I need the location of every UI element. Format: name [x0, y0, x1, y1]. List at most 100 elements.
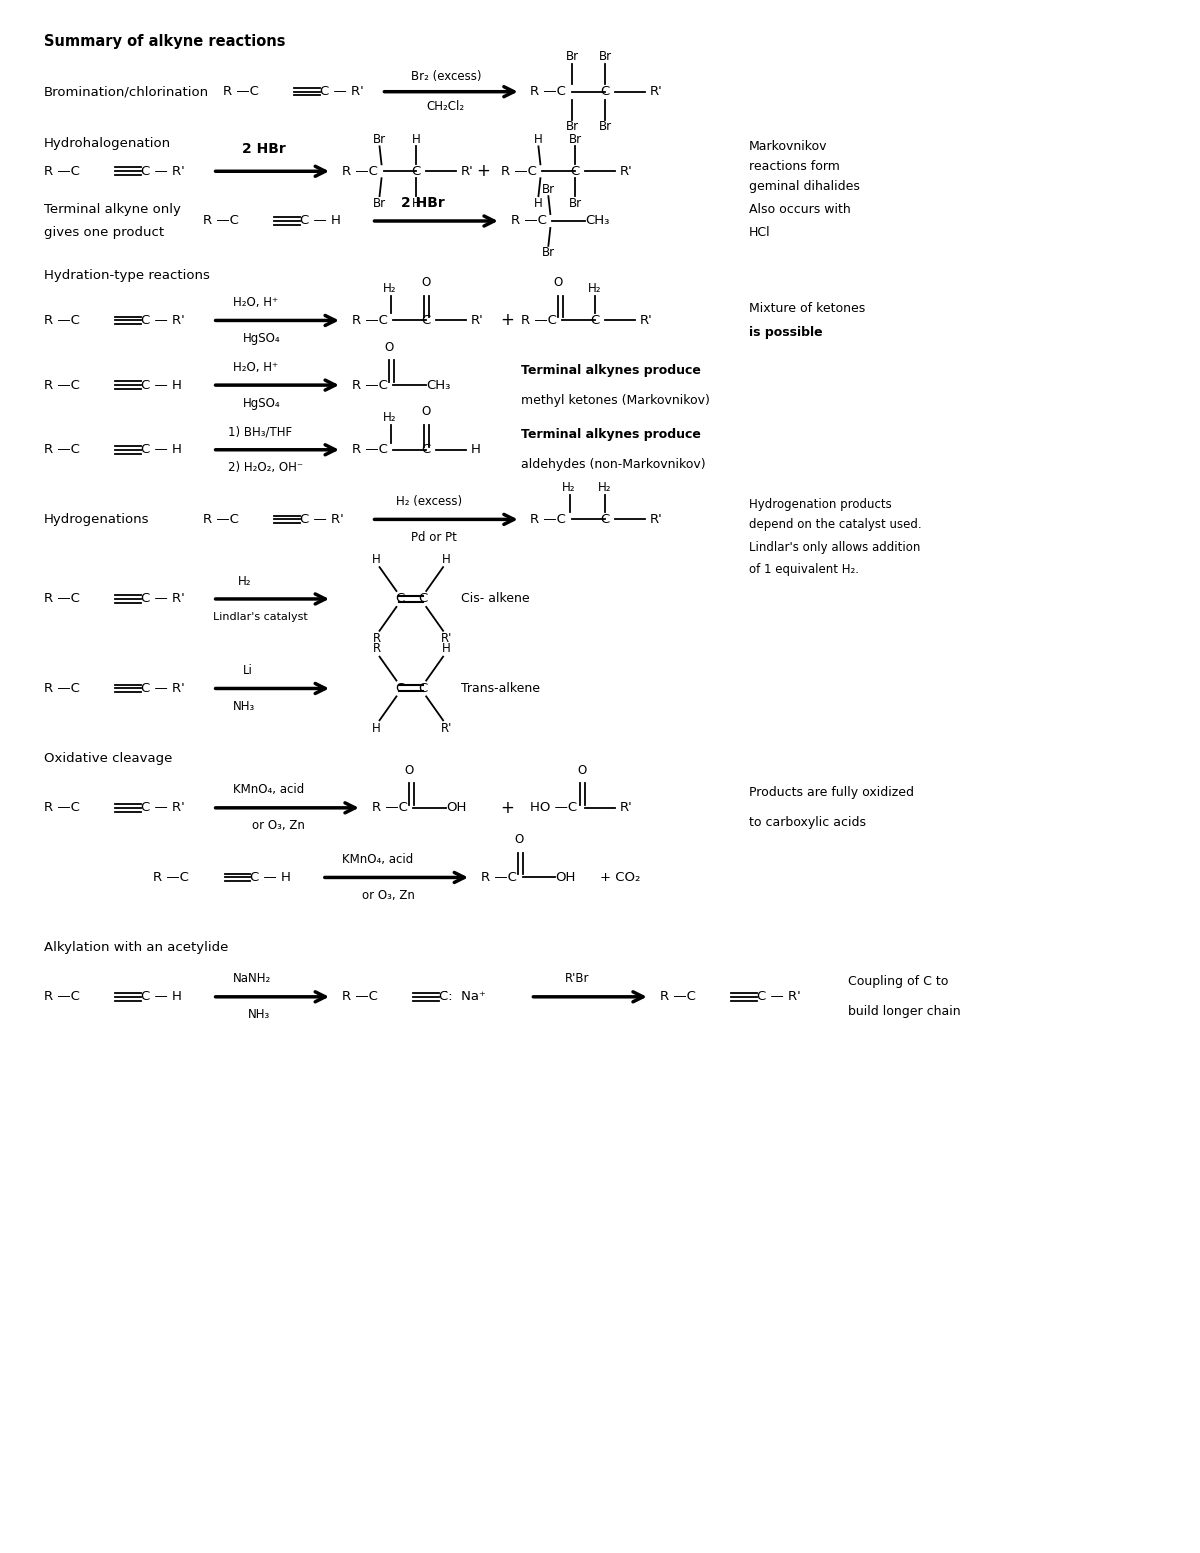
Text: HgSO₄: HgSO₄: [242, 332, 280, 345]
Text: R —C: R —C: [372, 801, 408, 814]
Text: to carboxylic acids: to carboxylic acids: [749, 817, 866, 829]
Text: C̄:  Na⁺: C̄: Na⁺: [439, 991, 486, 1003]
Text: H: H: [442, 553, 450, 565]
Text: O: O: [553, 276, 563, 289]
Text: C: C: [419, 592, 428, 606]
Text: O: O: [385, 340, 394, 354]
Text: Terminal alkynes produce: Terminal alkynes produce: [521, 429, 701, 441]
Text: reactions form: reactions form: [749, 160, 840, 172]
Text: Br: Br: [565, 50, 578, 64]
Text: H: H: [372, 722, 380, 735]
Text: C: C: [395, 592, 404, 606]
Text: R'Br: R'Br: [565, 972, 589, 986]
Text: R —C: R —C: [342, 991, 378, 1003]
Text: C — R': C — R': [142, 165, 185, 177]
Text: HO —C: HO —C: [530, 801, 577, 814]
Text: Br: Br: [569, 197, 582, 210]
Text: NaNH₂: NaNH₂: [233, 972, 271, 986]
Text: C — H: C — H: [142, 379, 182, 391]
Text: R —C: R —C: [223, 85, 258, 98]
Text: Br: Br: [599, 50, 612, 64]
Text: 2 HBr: 2 HBr: [401, 196, 445, 210]
Text: O: O: [514, 832, 523, 846]
Text: R —C: R —C: [44, 991, 79, 1003]
Text: KMnO₄, acid: KMnO₄, acid: [233, 783, 304, 797]
Text: C: C: [421, 443, 431, 457]
Text: H: H: [442, 643, 450, 655]
Text: R —C: R —C: [500, 165, 536, 177]
Text: R —C: R —C: [154, 871, 188, 884]
Text: R: R: [372, 643, 380, 655]
Text: C: C: [419, 682, 428, 696]
Text: Br: Br: [541, 183, 554, 196]
Text: OH: OH: [446, 801, 467, 814]
Text: depend on the catalyst used.: depend on the catalyst used.: [749, 517, 922, 531]
Text: methyl ketones (Markovnikov): methyl ketones (Markovnikov): [521, 393, 709, 407]
Text: R': R': [649, 85, 662, 98]
Text: Li: Li: [242, 665, 252, 677]
Text: R —C: R —C: [342, 165, 378, 177]
Text: Pd or Pt: Pd or Pt: [412, 531, 457, 544]
Text: Bromination/chlorination: Bromination/chlorination: [44, 85, 209, 98]
Text: R —C: R —C: [511, 214, 546, 227]
Text: build longer chain: build longer chain: [848, 1005, 961, 1019]
Text: R —C: R —C: [44, 801, 79, 814]
Text: R —C: R —C: [203, 512, 239, 526]
Text: R —C: R —C: [352, 443, 388, 457]
Text: R —C: R —C: [530, 512, 566, 526]
Text: Hydrogenations: Hydrogenations: [44, 512, 149, 526]
Text: R —C: R —C: [352, 314, 388, 328]
Text: H₂ (excess): H₂ (excess): [396, 495, 462, 508]
Text: +: +: [500, 312, 515, 329]
Text: C — H: C — H: [142, 443, 182, 457]
Text: Oxidative cleavage: Oxidative cleavage: [44, 752, 173, 764]
Text: H: H: [534, 134, 542, 146]
Text: Terminal alkyne only: Terminal alkyne only: [44, 202, 181, 216]
Text: +: +: [500, 798, 515, 817]
Text: C: C: [395, 682, 404, 696]
Text: R —C: R —C: [203, 214, 239, 227]
Text: KMnO₄, acid: KMnO₄, acid: [342, 853, 413, 867]
Text: CH₃: CH₃: [586, 214, 610, 227]
Text: or O₃, Zn: or O₃, Zn: [361, 888, 414, 902]
Text: C — R': C — R': [142, 682, 185, 696]
Text: Hydrohalogenation: Hydrohalogenation: [44, 137, 172, 151]
Text: C — R': C — R': [320, 85, 364, 98]
Text: CH₃: CH₃: [426, 379, 450, 391]
Text: C: C: [590, 314, 600, 328]
Text: C: C: [570, 165, 580, 177]
Text: R —C: R —C: [44, 314, 79, 328]
Text: Br: Br: [565, 120, 578, 134]
Text: C — H: C — H: [300, 214, 341, 227]
Text: C: C: [412, 165, 421, 177]
Text: Hydration-type reactions: Hydration-type reactions: [44, 269, 210, 283]
Text: R': R': [461, 165, 474, 177]
Text: HgSO₄: HgSO₄: [242, 396, 280, 410]
Text: Lindlar's catalyst: Lindlar's catalyst: [212, 612, 307, 621]
Text: R: R: [372, 632, 380, 644]
Text: + CO₂: + CO₂: [600, 871, 641, 884]
Text: geminal dihalides: geminal dihalides: [749, 180, 860, 193]
Text: HCl: HCl: [749, 227, 770, 239]
Text: H₂O, H⁺: H₂O, H⁺: [233, 297, 277, 309]
Text: or O₃, Zn: or O₃, Zn: [252, 820, 305, 832]
Text: R —C: R —C: [521, 314, 557, 328]
Text: H₂: H₂: [562, 481, 575, 494]
Text: R —C: R —C: [660, 991, 696, 1003]
Text: C — R': C — R': [142, 801, 185, 814]
Text: Mixture of ketones: Mixture of ketones: [749, 301, 865, 315]
Text: Coupling of C to: Coupling of C to: [848, 975, 949, 988]
Text: R —C: R —C: [352, 379, 388, 391]
Text: CH₂Cl₂: CH₂Cl₂: [426, 99, 464, 113]
Text: gives one product: gives one product: [44, 227, 164, 239]
Text: H₂: H₂: [238, 575, 251, 587]
Text: Hydrogenation products: Hydrogenation products: [749, 499, 892, 511]
Text: R': R': [649, 512, 662, 526]
Text: Summary of alkyne reactions: Summary of alkyne reactions: [44, 34, 286, 50]
Text: H: H: [372, 553, 380, 565]
Text: Br₂ (excess): Br₂ (excess): [412, 70, 482, 84]
Text: H₂O, H⁺: H₂O, H⁺: [233, 360, 277, 374]
Text: C: C: [421, 314, 431, 328]
Text: O: O: [404, 764, 414, 776]
Text: C — R': C — R': [757, 991, 800, 1003]
